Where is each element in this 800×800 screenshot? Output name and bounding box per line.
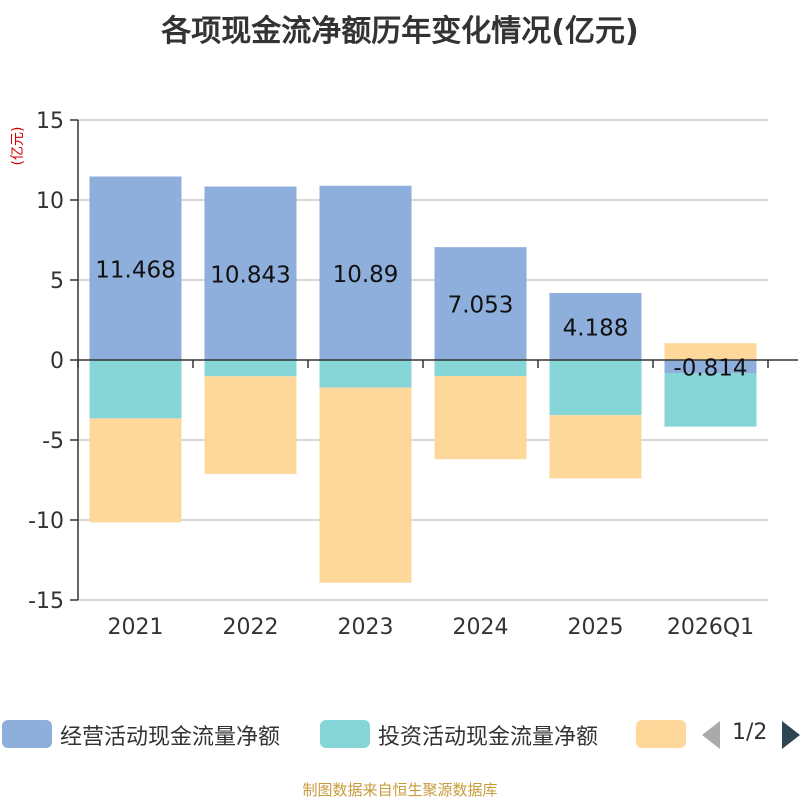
bar-operating[interactable]	[434, 247, 527, 360]
bar-investing[interactable]	[89, 360, 182, 419]
x-tick-label: 2021	[108, 615, 164, 640]
data-label-operating: 11.468	[95, 257, 175, 283]
source-note: 制图数据来自恒生聚源数据库	[302, 781, 498, 799]
data-label-operating: 10.843	[210, 262, 290, 288]
legend-label-investing: 投资活动现金流量净额	[378, 725, 599, 750]
data-label-operating: 10.89	[333, 262, 399, 288]
y-tick-label: 0	[50, 349, 64, 374]
bar-investing[interactable]	[204, 360, 297, 377]
bar-operating[interactable]	[89, 176, 182, 360]
y-tick-label: 10	[36, 189, 64, 214]
y-tick-label: 5	[50, 269, 64, 294]
bar-financing[interactable]	[549, 415, 642, 479]
bar-investing[interactable]	[319, 360, 412, 388]
grid-lines	[78, 119, 768, 601]
bar-financing[interactable]	[664, 343, 757, 360]
data-label-operating: 4.188	[563, 315, 629, 341]
data-label-operating: 7.053	[448, 293, 514, 319]
y-tick-label: -5	[42, 429, 64, 454]
pager-prev-icon[interactable]	[702, 721, 720, 749]
y-tick-label: -15	[28, 589, 64, 614]
bar-financing[interactable]	[434, 376, 527, 460]
bar-operating[interactable]	[664, 360, 757, 374]
y-axis-unit-label: (亿元)	[10, 127, 26, 166]
bars	[89, 176, 757, 583]
bar-financing[interactable]	[89, 418, 182, 523]
legend-swatch-investing	[320, 720, 370, 748]
pager-indicator: 1/2	[732, 720, 768, 745]
x-tick-label: 2026Q1	[667, 615, 754, 640]
bar-investing[interactable]	[664, 373, 757, 427]
chart-svg: 15 10 5 0 -5 -10 -15 2021 2022 2023 2024 2025 2026Q1…	[10, 109, 798, 640]
x-tick-label: 2024	[453, 615, 509, 640]
x-tick-label: 2023	[338, 615, 394, 640]
legend-label-operating: 经营活动现金流量净额	[60, 725, 281, 750]
x-tick-label: 2022	[223, 615, 279, 640]
bar-financing[interactable]	[319, 387, 412, 583]
bar-investing[interactable]	[549, 360, 642, 416]
bar-operating[interactable]	[204, 186, 297, 360]
legend-pager: 1/2	[700, 716, 800, 752]
legend-swatch-financing	[636, 720, 686, 748]
axes: 15 10 5 0 -5 -10 -15 2021 2022 2023 2024 2025 2026Q1	[28, 109, 798, 640]
chart-title: 各项现金流净额历年变化情况(亿元)	[161, 14, 639, 49]
y-tick-label: 15	[36, 109, 64, 134]
bar-operating[interactable]	[549, 292, 642, 360]
legend-swatch-operating	[2, 720, 52, 748]
bar-financing[interactable]	[204, 376, 297, 474]
bar-investing[interactable]	[434, 360, 527, 376]
legend: 经营活动现金流量净额 投资活动现金流量净额 1/2	[0, 716, 800, 752]
y-tick-label: -10	[28, 509, 64, 534]
pager-next-icon[interactable]	[782, 721, 800, 749]
bar-operating[interactable]	[319, 185, 412, 360]
x-tick-label: 2025	[568, 615, 624, 640]
data-labels: 11.468 10.843 10.89 7.053 4.188 -0.814	[95, 257, 747, 381]
data-label-operating: -0.814	[673, 356, 747, 382]
